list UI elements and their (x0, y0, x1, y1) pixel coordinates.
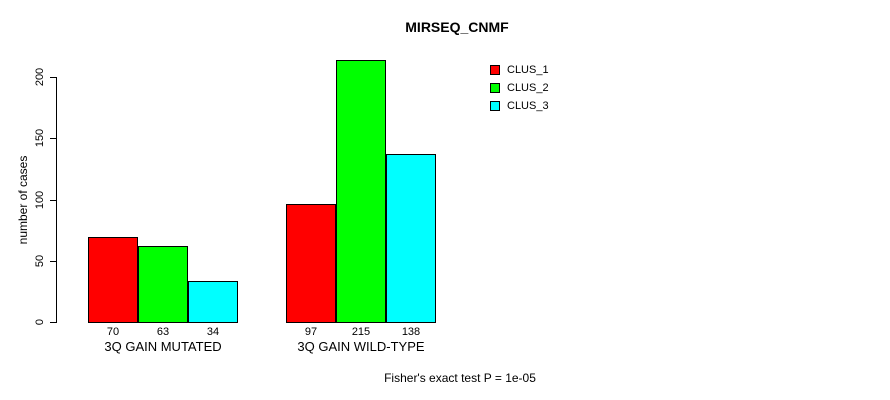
bar-clus-1-3q-gain-wild-type (286, 204, 336, 323)
bar-value-clus-3-3q-gain-mutated: 34 (206, 326, 220, 338)
bar-value-clus-2-3q-gain-mutated: 63 (156, 326, 170, 338)
legend-swatch-clus-2 (490, 83, 500, 93)
bar-value-clus-1-3q-gain-wild-type: 97 (304, 326, 318, 338)
y-tick-label-150: 150 (34, 128, 46, 148)
y-tick-label-50: 50 (34, 254, 46, 268)
bar-clus-2-3q-gain-mutated (138, 246, 188, 323)
legend-row-clus-3: CLUS_3 (490, 97, 549, 115)
y-tick-label-100: 100 (34, 190, 46, 210)
bar-clus-1-3q-gain-mutated (88, 237, 138, 323)
annotation-text: Fisher's exact test P = 1e-05 (384, 371, 536, 385)
group-label-3q-gain-wild-type: 3Q GAIN WILD-TYPE (297, 339, 425, 354)
bar-value-clus-3-3q-gain-wild-type: 138 (401, 326, 421, 338)
y-tick-0 (50, 322, 57, 323)
bar-value-clus-1-3q-gain-mutated: 70 (106, 326, 120, 338)
legend-label-clus-3: CLUS_3 (507, 100, 549, 112)
y-tick-200 (50, 77, 57, 78)
legend-label-clus-1: CLUS_1 (507, 64, 549, 76)
legend-row-clus-1: CLUS_1 (490, 61, 549, 79)
group-label-3q-gain-mutated: 3Q GAIN MUTATED (104, 339, 222, 354)
y-tick-label-200: 200 (34, 67, 46, 87)
legend: CLUS_1 CLUS_2 CLUS_3 (490, 61, 549, 115)
y-tick-label-0: 0 (34, 318, 46, 326)
bar-clus-3-3q-gain-mutated (188, 281, 238, 323)
bar-clus-2-3q-gain-wild-type (336, 60, 386, 323)
bar-value-clus-2-3q-gain-wild-type: 215 (351, 326, 371, 338)
legend-swatch-clus-1 (490, 65, 500, 75)
legend-swatch-clus-3 (490, 101, 500, 111)
legend-label-clus-2: CLUS_2 (507, 82, 549, 94)
y-axis-label: number of cases (16, 155, 30, 245)
chart-title: MIRSEQ_CNMF (405, 19, 509, 35)
legend-row-clus-2: CLUS_2 (490, 79, 549, 97)
y-tick-150 (50, 138, 57, 139)
bar-clus-3-3q-gain-wild-type (386, 154, 436, 323)
y-tick-50 (50, 261, 57, 262)
y-tick-100 (50, 200, 57, 201)
